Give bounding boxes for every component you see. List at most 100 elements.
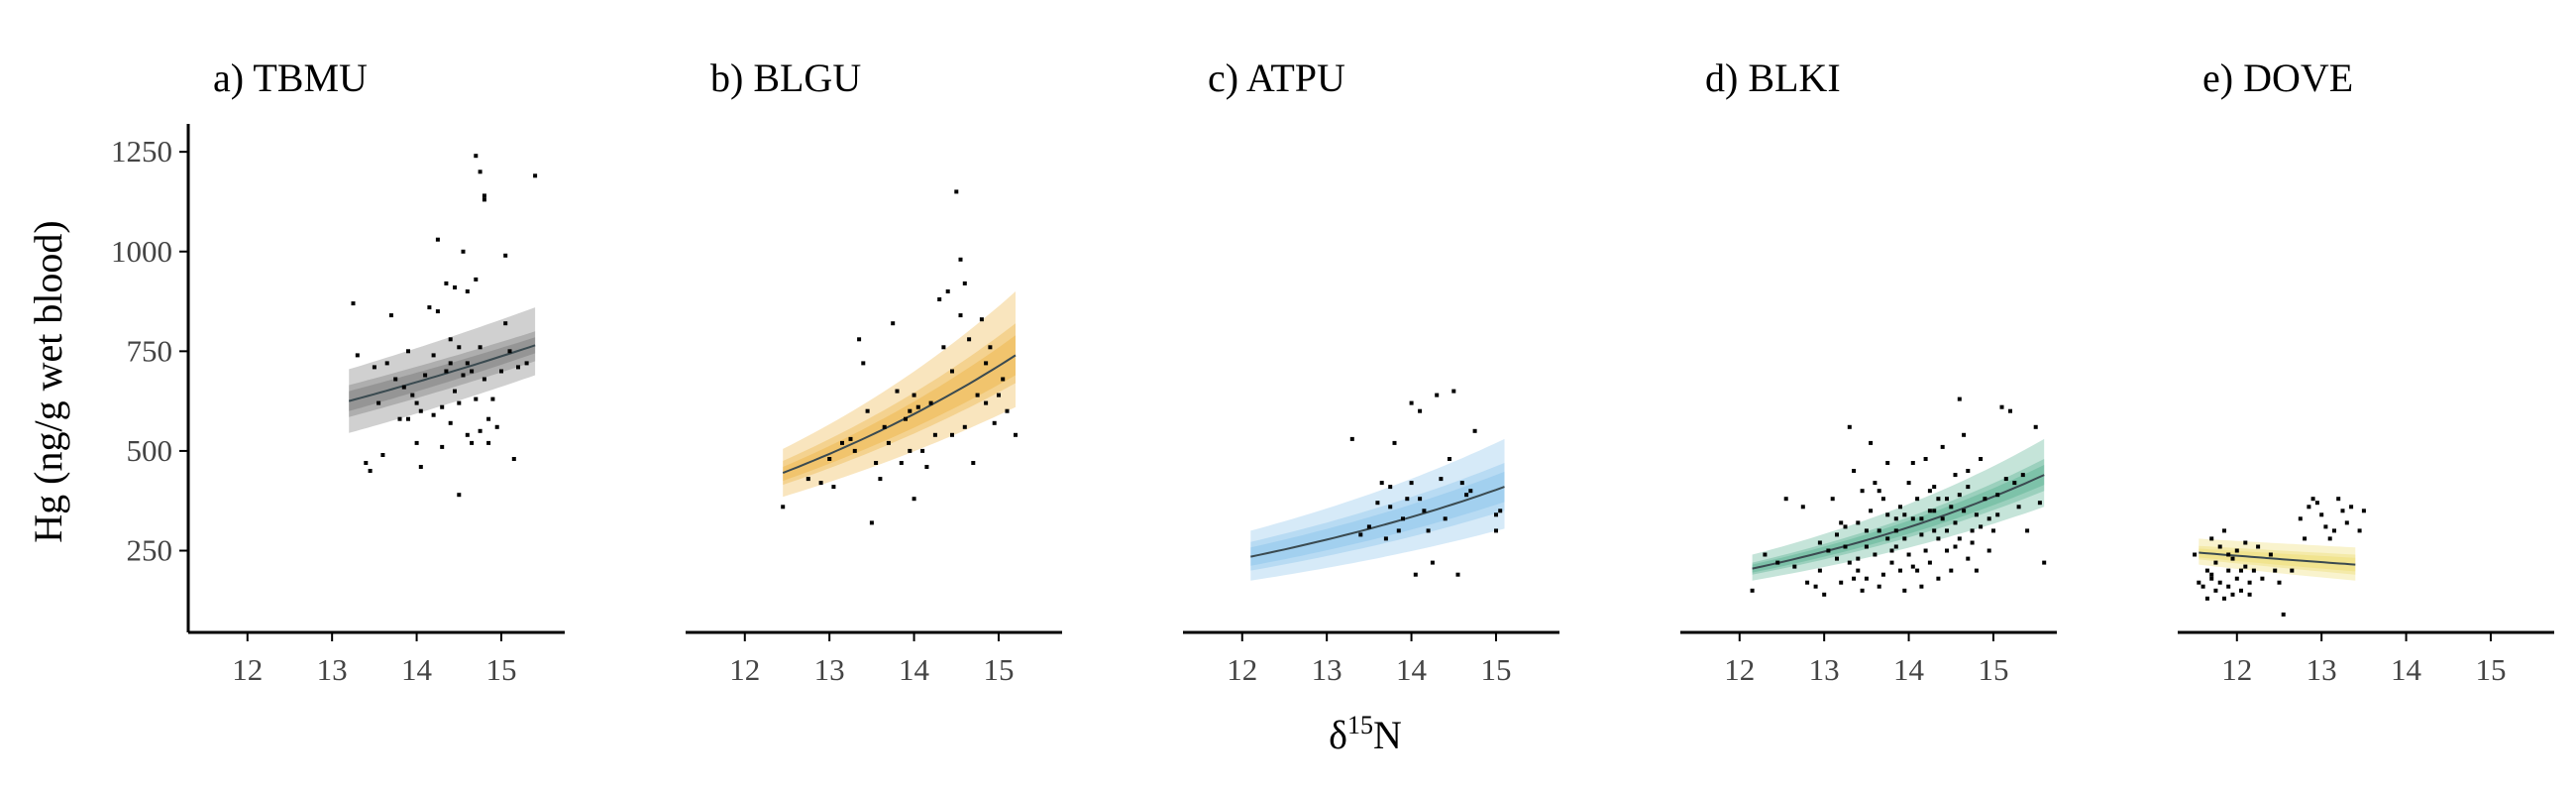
fit-line <box>348 344 536 402</box>
data-point <box>1945 497 1949 502</box>
data-point <box>1983 497 1987 502</box>
data-point <box>1893 528 1898 533</box>
data-point <box>1885 512 1890 517</box>
x-axis-title-superscript: 15 <box>1347 711 1373 739</box>
data-point <box>435 237 440 242</box>
data-point <box>984 361 989 366</box>
data-point <box>1426 528 1431 533</box>
data-point <box>865 408 870 413</box>
data-point <box>1418 497 1423 502</box>
confidence-band <box>1752 438 2045 581</box>
data-point <box>2290 568 2295 573</box>
data-point <box>1826 548 1831 553</box>
data-point <box>2197 580 2201 585</box>
data-point <box>1873 552 1878 557</box>
data-point <box>448 420 453 425</box>
data-point <box>431 353 436 358</box>
data-point <box>1970 540 1975 545</box>
data-point <box>1448 457 1451 461</box>
data-point <box>869 520 874 525</box>
data-point <box>967 337 972 342</box>
data-point <box>924 465 929 469</box>
data-point <box>478 428 483 433</box>
data-point <box>1932 485 1937 490</box>
data-point <box>457 400 462 405</box>
data-point <box>470 369 475 374</box>
data-point <box>781 505 786 510</box>
data-point <box>2234 548 2239 553</box>
data-point <box>1877 489 1881 494</box>
data-point <box>992 420 997 425</box>
data-point <box>1830 497 1835 502</box>
data-point <box>895 389 900 394</box>
x-tick-label: 13 <box>814 652 845 687</box>
data-point <box>2277 580 2282 585</box>
data-point <box>2361 509 2366 513</box>
panel-title: b) BLGU <box>710 56 861 100</box>
data-point <box>423 373 428 378</box>
data-point <box>1910 564 1915 569</box>
y-axis-title: Hg (ng/g wet blood) <box>26 220 70 543</box>
data-point <box>805 477 810 482</box>
data-point <box>2256 544 2261 549</box>
data-point <box>1783 497 1788 502</box>
confidence-band <box>2199 545 2356 575</box>
data-point <box>971 461 976 465</box>
data-point <box>457 345 462 350</box>
data-point <box>2260 576 2265 581</box>
data-point <box>1822 592 1827 597</box>
data-point <box>1902 512 1907 517</box>
data-point <box>393 377 398 382</box>
data-point <box>1430 560 1435 565</box>
data-point <box>1927 509 1932 513</box>
data-point <box>988 345 993 350</box>
data-point <box>908 408 912 413</box>
fit-line <box>1250 486 1505 558</box>
data-point <box>486 440 491 445</box>
x-tick-label: 15 <box>1480 652 1511 687</box>
data-point <box>1839 580 1844 585</box>
data-point <box>1464 493 1469 498</box>
data-point <box>1800 505 1805 510</box>
data-point <box>928 400 933 405</box>
data-point <box>2323 524 2328 529</box>
data-point <box>1856 568 1861 573</box>
data-point <box>465 432 470 437</box>
data-point <box>1957 536 1962 541</box>
x-tick-label: 15 <box>2475 652 2506 687</box>
data-point <box>1927 489 1932 494</box>
data-point <box>1860 489 1865 494</box>
data-point <box>1974 512 1979 517</box>
data-point <box>2234 576 2239 581</box>
y-tick-label: 1000 <box>111 234 172 269</box>
data-point <box>818 481 823 486</box>
data-point <box>1986 516 1991 521</box>
data-point <box>831 485 836 490</box>
data-point <box>2204 596 2209 601</box>
data-point <box>861 361 866 366</box>
confidence-band <box>1250 438 1505 581</box>
data-point <box>364 461 369 465</box>
panel-title: a) TBMU <box>213 56 368 100</box>
data-point <box>2025 528 2030 533</box>
data-point <box>958 313 963 318</box>
data-point <box>486 416 491 421</box>
data-point <box>848 436 853 441</box>
data-point <box>503 321 508 326</box>
data-point <box>1835 532 1839 537</box>
data-point <box>1409 400 1414 405</box>
data-point <box>1388 505 1393 510</box>
data-point <box>440 444 445 449</box>
data-point <box>524 361 529 366</box>
data-point <box>2307 505 2311 510</box>
data-point <box>1494 512 1498 517</box>
data-point <box>1979 457 1984 461</box>
data-point <box>1995 512 2000 517</box>
data-point <box>2251 568 2256 573</box>
data-point <box>2217 580 2222 585</box>
data-point <box>1919 532 1924 537</box>
data-point <box>1498 509 1503 513</box>
data-point <box>1910 516 1915 521</box>
data-point <box>410 393 415 397</box>
data-point <box>2226 584 2231 589</box>
